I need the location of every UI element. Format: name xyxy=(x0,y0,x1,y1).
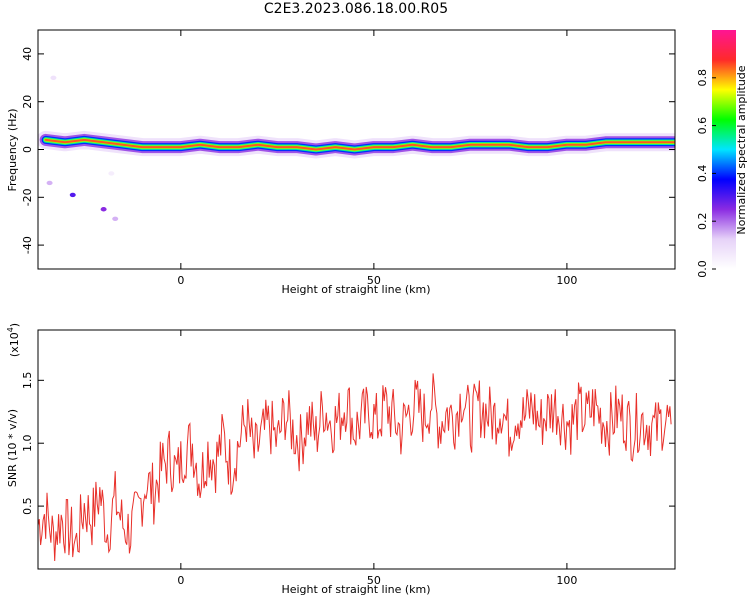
heatmap-spot-2 xyxy=(69,192,76,198)
heatmap-xtick-label-1: 50 xyxy=(367,274,381,287)
heatmap-ylabel: Frequency (Hz) xyxy=(6,109,19,192)
heatmap-spot-1 xyxy=(46,180,53,186)
heatmap-ytick-label-2: 0 xyxy=(21,146,34,153)
snr-xtick-label-1: 50 xyxy=(367,574,381,587)
heatmap-ytick-label-4: 40 xyxy=(21,47,34,61)
snr-xlabel: Height of straight line (km) xyxy=(281,583,430,596)
heatmap-xtick-label-0: 0 xyxy=(177,274,184,287)
heatmap-ytick-label-1: -20 xyxy=(21,188,34,206)
colorbar-tick-label-2: 0.4 xyxy=(696,165,709,183)
snr-frame xyxy=(37,329,676,570)
heatmap-ytick-label-0: -40 xyxy=(21,236,34,254)
colorbar: 0.0 0.2 0.4 0.6 0.8 Normalized spectral ampl… xyxy=(696,30,748,278)
heatmap-spot-3 xyxy=(100,207,107,212)
heatmap-content xyxy=(38,75,675,222)
heatmap-xlabel: Height of straight line (km) xyxy=(281,283,430,296)
heatmap-ytick-label-3: 20 xyxy=(21,95,34,109)
colorbar-tick-label-3: 0.6 xyxy=(696,117,709,135)
snr-ytick-label-1: 1.0 xyxy=(21,434,34,452)
snr-multiplier-base: (x10 xyxy=(8,332,21,357)
heatmap-spot-0 xyxy=(50,75,57,81)
snr-xtick-label-2: 100 xyxy=(556,574,577,587)
heatmap-ticks: 0 50 100 -40 -20 0 20 40 xyxy=(21,30,675,287)
snr-ylabel: SNR (10 * v/v) xyxy=(6,409,19,487)
colorbar-tick-label-1: 0.2 xyxy=(696,212,709,230)
heatmap-xtick-label-2: 100 xyxy=(556,274,577,287)
figure-title: C2E3.2023.086.18.00.R05 xyxy=(263,1,449,17)
heatmap-panel: 0 50 100 -40 -20 0 20 40 Height of straight lin… xyxy=(6,29,676,296)
heatmap-band-5 xyxy=(44,138,675,151)
heatmap-spot-5 xyxy=(108,171,115,176)
colorbar-ticks: 0.0 0.2 0.4 0.6 0.8 xyxy=(696,69,716,278)
colorbar-label: Normalized spectral amplitude xyxy=(735,65,748,234)
colorbar-tick-label-4: 0.8 xyxy=(696,69,709,87)
snr-ytick-label-2: 1.5 xyxy=(21,372,34,390)
snr-ticks: 0 50 100 0.5 1.0 1.5 xyxy=(21,330,675,587)
snr-ytick-label-0: 0.5 xyxy=(21,497,34,514)
snr-multiplier-exponent: 4 xyxy=(6,327,15,332)
heatmap-spot-4 xyxy=(112,216,119,222)
snr-series-line xyxy=(38,373,672,562)
colorbar-tick-label-0: 0.0 xyxy=(696,260,709,278)
snr-xtick-label-0: 0 xyxy=(177,574,184,587)
snr-multiplier: (x104) xyxy=(6,323,21,357)
snr-multiplier-close: ) xyxy=(8,323,21,327)
colorbar-gradient xyxy=(712,30,736,269)
snr-panel: 0 50 100 0.5 1.0 1.5 Height of straight line … xyxy=(6,323,676,596)
